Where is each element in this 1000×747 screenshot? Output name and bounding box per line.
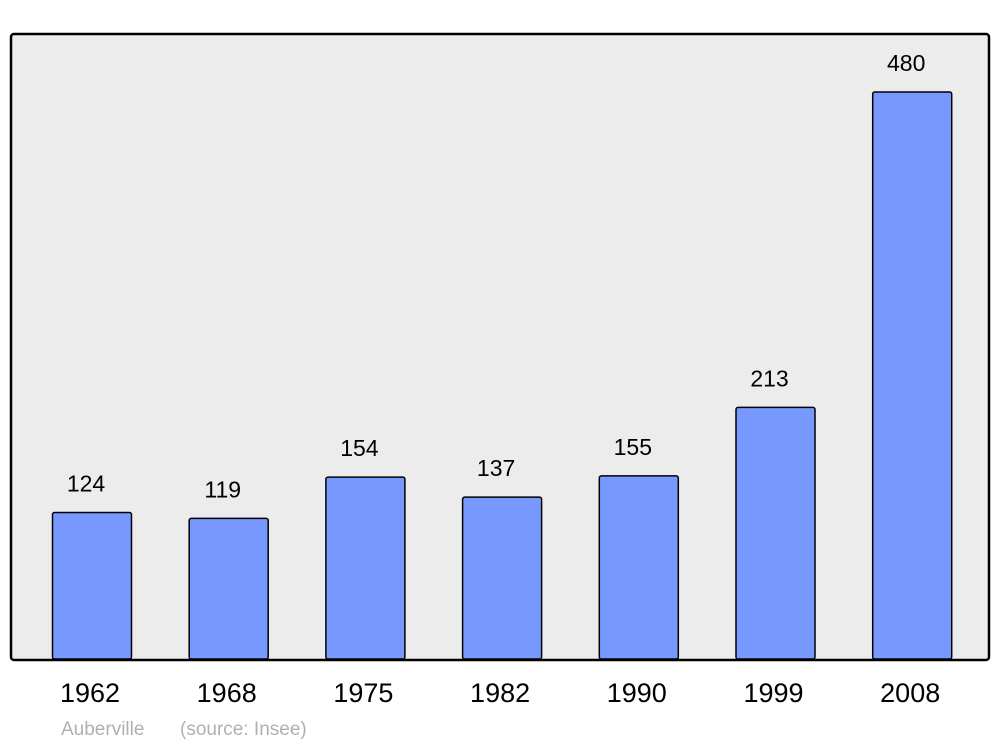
x-tick-label: 1999 [743, 678, 803, 708]
chart-source: (source: Insee) [180, 719, 307, 740]
value-label: 154 [340, 435, 379, 461]
x-tick-label: 1975 [333, 678, 393, 708]
value-label: 155 [614, 434, 652, 460]
value-label: 480 [887, 50, 925, 76]
bar [51, 511, 133, 660]
value-label: 213 [750, 365, 788, 391]
bar [735, 406, 816, 660]
x-tick-label: 1962 [60, 678, 120, 708]
bar [598, 475, 680, 660]
x-tick-label: 1968 [197, 678, 257, 708]
bar [188, 517, 269, 660]
bar [461, 496, 543, 660]
value-label: 137 [477, 455, 515, 481]
x-tick-label: 1982 [470, 678, 530, 708]
x-tick-label: 1990 [607, 678, 667, 708]
bar [325, 476, 406, 660]
x-tick-label: 2008 [880, 678, 940, 708]
value-label: 124 [67, 471, 106, 497]
bar [871, 91, 953, 660]
value-label: 119 [204, 477, 241, 503]
chart-subtitle: Auberville [61, 719, 144, 740]
